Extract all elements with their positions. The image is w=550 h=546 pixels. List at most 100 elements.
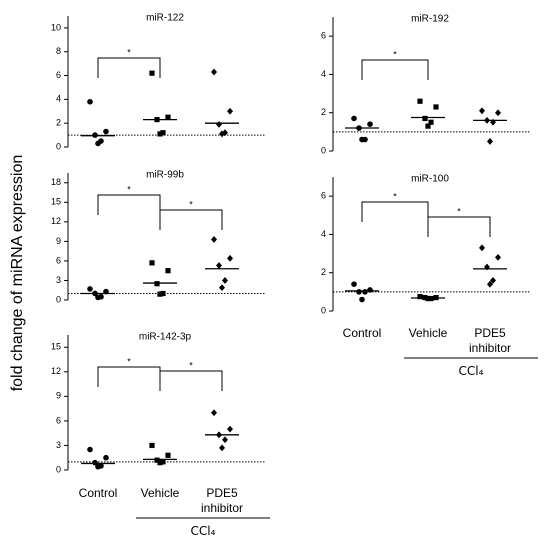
point — [422, 115, 428, 122]
point — [428, 119, 434, 125]
group-label: CCl₄ — [190, 524, 216, 538]
y-tick-label: 4 — [321, 69, 326, 79]
y-axis-label: fold change of miRNA expression — [9, 155, 26, 392]
point — [359, 296, 365, 303]
point — [87, 446, 93, 453]
significance-bracket — [361, 59, 429, 80]
point — [227, 254, 233, 262]
significance-label: * — [189, 360, 193, 370]
y-tick-label: 15 — [51, 197, 61, 207]
point — [211, 68, 217, 76]
y-tick-label: 18 — [51, 177, 61, 187]
y-tick-label: 12 — [51, 366, 61, 376]
y-tick-label: 6 — [56, 70, 61, 80]
significance-bracket — [427, 216, 491, 237]
y-tick-label: 6 — [321, 31, 326, 41]
point — [95, 294, 101, 301]
point — [362, 289, 368, 295]
point — [425, 123, 431, 129]
significance-label: * — [127, 47, 131, 57]
y-tick-label: 4 — [56, 94, 61, 104]
y-tick-label: 0 — [321, 145, 326, 155]
significance-bracket — [361, 201, 429, 222]
significance-label: * — [127, 356, 131, 366]
x-category-label: PDE5 inhibitor — [200, 486, 244, 515]
x-category-label: Control — [78, 486, 118, 500]
point — [157, 291, 163, 297]
significance-label: * — [393, 191, 397, 201]
significance-bracket — [97, 57, 161, 78]
point — [351, 115, 357, 122]
point — [216, 262, 222, 269]
y-tick-label: 6 — [321, 191, 326, 201]
significance-label: * — [127, 184, 131, 194]
y-tick-label: 2 — [321, 107, 326, 117]
y-tick-label: 6 — [56, 415, 61, 425]
point — [222, 277, 228, 284]
y-tick-label: 9 — [56, 391, 61, 401]
panel-title: miR-142-3p — [139, 332, 192, 343]
y-tick-label: 10 — [51, 22, 61, 32]
point — [160, 130, 166, 136]
significance-bracket — [159, 370, 223, 391]
y-tick-label: 9 — [56, 236, 61, 246]
significance-bracket — [97, 194, 161, 215]
point — [495, 254, 501, 261]
y-tick-label: 0 — [56, 141, 61, 151]
point — [487, 280, 493, 288]
point — [165, 114, 171, 120]
point — [227, 425, 233, 433]
point — [216, 120, 222, 128]
point — [479, 244, 485, 252]
point — [165, 268, 171, 274]
significance-label: * — [393, 49, 397, 59]
point — [219, 130, 225, 138]
point — [484, 263, 490, 271]
point — [490, 118, 496, 126]
point — [211, 236, 217, 243]
significance-label: * — [189, 199, 193, 209]
point — [211, 409, 217, 417]
point — [433, 104, 439, 110]
point — [149, 260, 155, 266]
panel-title: miR-100 — [411, 174, 449, 185]
group-label: CCl₄ — [458, 364, 484, 378]
point — [479, 107, 485, 115]
point — [417, 98, 423, 104]
significance-bracket — [97, 366, 161, 387]
point — [219, 284, 225, 292]
significance-label: * — [457, 206, 461, 216]
point — [154, 281, 160, 287]
point — [149, 70, 155, 76]
point — [160, 459, 166, 465]
panel-title: miR-122 — [146, 13, 184, 24]
point — [367, 287, 373, 293]
y-tick-label: 2 — [321, 267, 326, 277]
point — [95, 140, 101, 147]
y-tick-label: 0 — [56, 464, 61, 474]
x-category-label: PDE5 inhibitor — [468, 326, 512, 355]
point — [219, 444, 225, 452]
point — [87, 98, 93, 105]
point — [351, 281, 357, 288]
y-tick-label: 12 — [51, 216, 61, 226]
point — [356, 289, 362, 295]
y-tick-label: 2 — [56, 118, 61, 128]
point — [157, 131, 163, 137]
significance-bracket — [159, 209, 223, 230]
y-tick-label: 6 — [56, 255, 61, 265]
point — [103, 128, 109, 135]
point — [165, 452, 171, 458]
x-category-label: Vehicle — [408, 326, 448, 340]
y-tick-label: 0 — [321, 305, 326, 315]
point — [417, 294, 423, 300]
y-tick-label: 15 — [51, 342, 61, 352]
point — [149, 442, 155, 449]
point — [160, 290, 166, 297]
y-tick-label: 3 — [56, 440, 61, 450]
x-category-label: Control — [342, 326, 382, 340]
point — [227, 107, 233, 115]
point — [103, 454, 109, 461]
